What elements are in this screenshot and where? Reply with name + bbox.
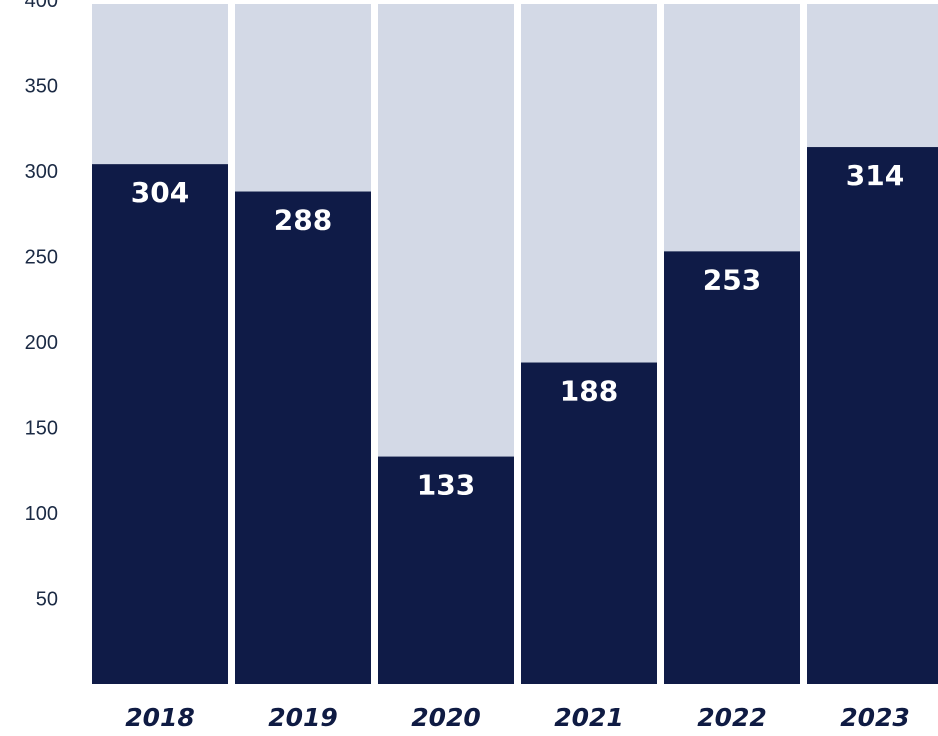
data-label-2023: 314 — [846, 159, 904, 192]
x-tick-label-2019: 2019 — [268, 703, 338, 732]
y-tick-label-100: 100 — [25, 503, 58, 525]
y-axis: 50 100 150 200 250 300 350 400 — [25, 0, 58, 611]
bar-2020 — [378, 456, 514, 684]
x-tick-label-2023: 2023 — [840, 703, 910, 732]
x-tick-label-2020: 2020 — [411, 703, 481, 732]
y-tick-label-400: 400 — [25, 0, 58, 12]
y-tick-label-250: 250 — [25, 247, 58, 269]
data-label-2019: 288 — [274, 204, 332, 237]
bars — [92, 147, 938, 684]
y-tick-label-150: 150 — [25, 418, 58, 440]
data-label-2020: 133 — [417, 469, 475, 502]
data-label-2022: 253 — [703, 263, 761, 296]
x-axis: 2018 2019 2020 2021 2022 2023 — [125, 703, 910, 732]
bar-2023 — [807, 147, 938, 684]
y-tick-label-350: 350 — [25, 76, 58, 98]
y-tick-label-50: 50 — [36, 589, 58, 611]
bar-2019 — [235, 191, 371, 684]
data-label-2021: 188 — [560, 375, 618, 408]
bar-2018 — [92, 164, 228, 684]
bar-2022 — [664, 251, 800, 684]
x-tick-label-2022: 2022 — [697, 703, 767, 732]
y-tick-label-200: 200 — [25, 332, 58, 354]
bar-2021 — [521, 362, 657, 684]
data-labels: 304 288 133 188 253 314 — [131, 159, 904, 502]
data-label-2018: 304 — [131, 176, 189, 209]
y-tick-label-300: 300 — [25, 161, 58, 183]
x-tick-label-2018: 2018 — [125, 703, 195, 732]
x-tick-label-2021: 2021 — [554, 703, 624, 732]
